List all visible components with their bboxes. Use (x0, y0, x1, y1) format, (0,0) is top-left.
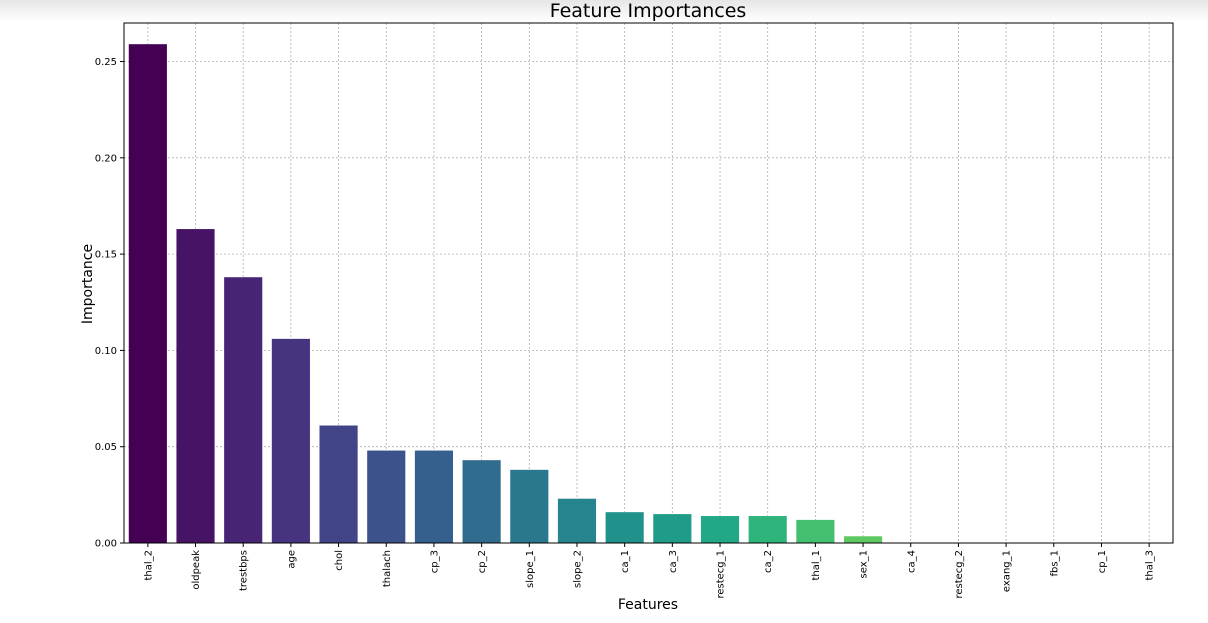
y-axis-title: Importance (80, 244, 96, 324)
x-tick-label: ca_2 (763, 550, 774, 573)
bars-layer (128, 44, 883, 544)
bar-thalach (367, 450, 406, 543)
x-tick-label: chol (334, 550, 345, 571)
x-tick-label: restecg_1 (716, 550, 727, 599)
bar-cp-2 (462, 460, 501, 543)
x-tick-label: thal_1 (811, 550, 822, 581)
x-tick-label: thal_3 (1145, 550, 1156, 581)
bar-ca-1 (605, 512, 644, 543)
x-tick-label: cp_3 (429, 550, 440, 573)
bar-ca-2 (748, 516, 787, 543)
y-tick-label: 0.05 (95, 442, 117, 453)
y-tick-label: 0.15 (95, 250, 117, 261)
x-axis-ticks: thal_2 oldpeak trestbps age chol thalach cp_3 c… (143, 543, 1156, 599)
x-tick-label: cp_2 (477, 550, 488, 573)
x-axis-title: Features (618, 597, 678, 613)
bar-chol (319, 425, 358, 543)
x-tick-label: thalach (382, 550, 393, 587)
x-tick-label: cp_1 (1097, 550, 1108, 573)
x-tick-label: slope_2 (572, 550, 583, 588)
y-axis-ticks: 0.00 0.05 0.10 0.15 0.20 0.25 (95, 57, 124, 550)
x-tick-label: thal_2 (143, 550, 154, 581)
top-shadow (0, 0, 1208, 22)
y-tick-label: 0.20 (95, 153, 117, 164)
y-tick-label: 0.00 (95, 539, 117, 550)
x-tick-label: trestbps (239, 550, 250, 591)
bar-slope-2 (557, 498, 597, 543)
bar-ca-3 (653, 514, 692, 543)
x-tick-label: oldpeak (191, 550, 202, 590)
x-tick-label: sex_1 (859, 550, 870, 578)
plot-frame (123, 22, 1174, 544)
x-tick-label: ca_1 (620, 550, 631, 573)
y-tick-label: 0.25 (95, 57, 117, 68)
x-tick-label: ca_3 (668, 550, 679, 573)
x-tick-label: slope_1 (525, 550, 536, 588)
x-tick-label: ca_4 (906, 550, 917, 573)
y-tick-label: 0.10 (95, 346, 117, 357)
bar-oldpeak (176, 229, 215, 543)
bar-cp-3 (414, 450, 454, 543)
x-tick-label: age (286, 550, 297, 569)
bar-age (271, 338, 310, 543)
x-tick-label: fbs_1 (1049, 550, 1060, 576)
bar-thal-2 (128, 44, 167, 544)
bar-trestbps (224, 277, 263, 543)
x-tick-label: restecg_2 (954, 550, 965, 599)
bar-restecg-1 (700, 516, 740, 543)
bar-thal-1 (796, 519, 835, 543)
bar-slope-1 (510, 469, 549, 543)
x-tick-label: exang_1 (1002, 550, 1013, 592)
bar-sex-1 (843, 536, 883, 543)
chart-title: Feature Importances (550, 0, 747, 22)
